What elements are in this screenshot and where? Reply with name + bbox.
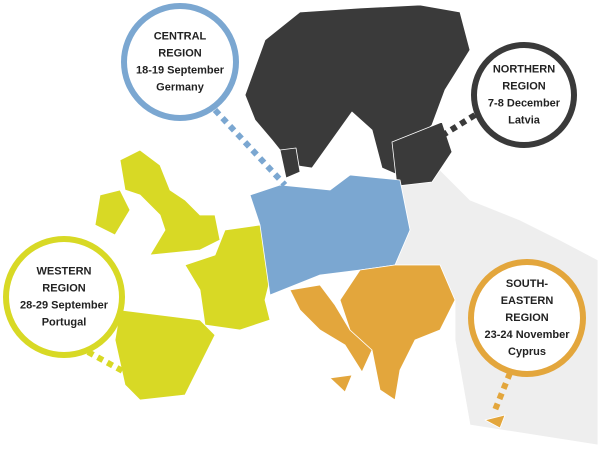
countries <box>94 4 599 446</box>
region-callout: WESTERN REGION 28-29 September Portugal <box>3 236 125 358</box>
denmark <box>279 147 301 179</box>
callouts: CENTRAL REGION 18-19 September Germany NORTH… <box>3 3 586 377</box>
great-britain <box>119 149 221 256</box>
connector <box>86 349 132 378</box>
ireland <box>94 189 131 236</box>
iberia <box>114 309 216 401</box>
cyprus <box>484 414 506 429</box>
callout-text: Germany <box>156 81 205 93</box>
callout-text: Portugal <box>42 316 87 328</box>
balkans <box>339 264 456 401</box>
callout-text: SOUTH- <box>506 278 549 290</box>
callout-text: WESTERN <box>37 265 92 277</box>
sicily <box>329 374 353 393</box>
region-callout: CENTRAL REGION 18-19 September Germany <box>121 3 239 121</box>
callout-circle <box>471 42 577 148</box>
region-callout: SOUTH- EASTERN REGION 23-24 November Cyprus <box>468 259 586 377</box>
connector <box>433 112 477 143</box>
callout-text: Cyprus <box>508 346 546 358</box>
callout-text: 23-24 November <box>485 329 571 341</box>
connectors <box>86 107 513 412</box>
callout-circle <box>121 3 239 121</box>
region-callout: NORTHERN REGION 7-8 December Latvia <box>471 42 577 148</box>
callout-text: NORTHERN <box>493 63 555 75</box>
callout-text: REGION <box>502 80 545 92</box>
callout-text: REGION <box>505 312 548 324</box>
callout-text: 7-8 December <box>488 97 561 109</box>
callout-text: CENTRAL <box>154 30 207 42</box>
connector <box>492 371 513 412</box>
callout-text: REGION <box>158 47 201 59</box>
callout-text: 18-19 September <box>136 64 225 76</box>
callout-text: Latvia <box>508 114 541 126</box>
callout-circle <box>3 236 125 358</box>
callout-text: EASTERN <box>501 295 554 307</box>
callout-circle <box>468 259 586 377</box>
italy <box>289 284 373 373</box>
callout-text: REGION <box>42 282 85 294</box>
callout-text: 28-29 September <box>20 299 109 311</box>
